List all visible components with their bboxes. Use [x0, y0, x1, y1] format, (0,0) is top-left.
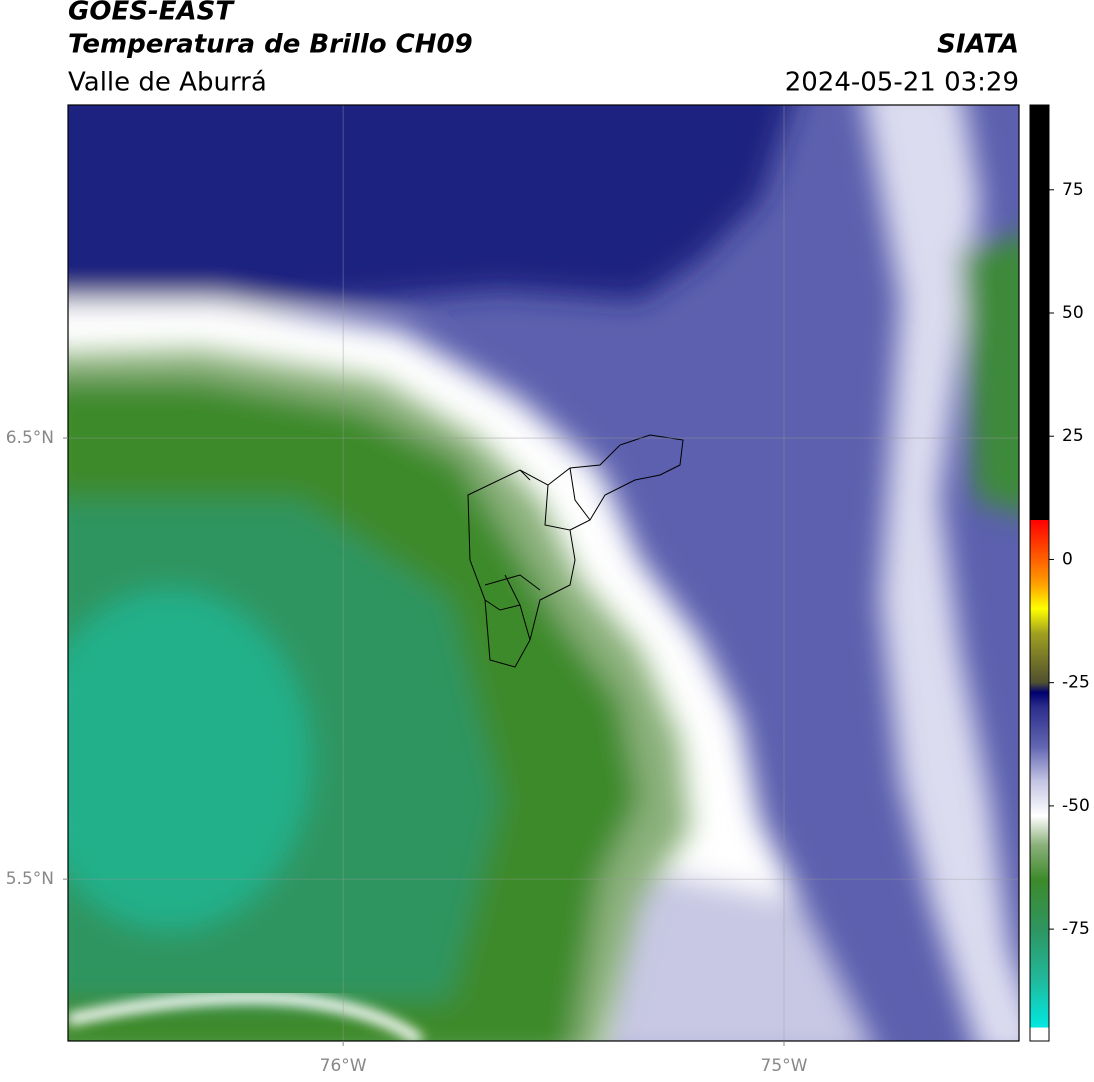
title: GOES-EAST — [68, 0, 235, 27]
municipal-boundaries — [467, 434, 684, 668]
colorbar-tick-label: 0 — [1062, 549, 1073, 569]
source: SIATA — [937, 30, 1019, 60]
y-tick-label: 5.5°N — [6, 869, 54, 889]
y-tick-label: 6.5°N — [6, 428, 54, 448]
colorbar-tick-label: -25 — [1062, 673, 1090, 693]
region: Valle de Aburrá — [68, 68, 267, 98]
datetime: 2024-05-21 03:29 — [785, 68, 1019, 98]
colorbar-tick-label: 75 — [1062, 180, 1084, 200]
colorbar-tick-label: -50 — [1062, 796, 1090, 816]
x-tick-label: 75°W — [761, 1056, 808, 1076]
subtitle: Temperatura de Brillo CH09 — [68, 30, 473, 60]
colorbar-tick-label: -75 — [1062, 919, 1090, 939]
x-tick-label: 76°W — [320, 1056, 367, 1076]
colorbar-tick-label: 50 — [1062, 303, 1084, 323]
map-imagery — [68, 105, 1019, 1041]
colorbar — [1029, 104, 1050, 1042]
colorbar-tick-label: 25 — [1062, 426, 1084, 446]
map-frame — [67, 104, 1020, 1042]
